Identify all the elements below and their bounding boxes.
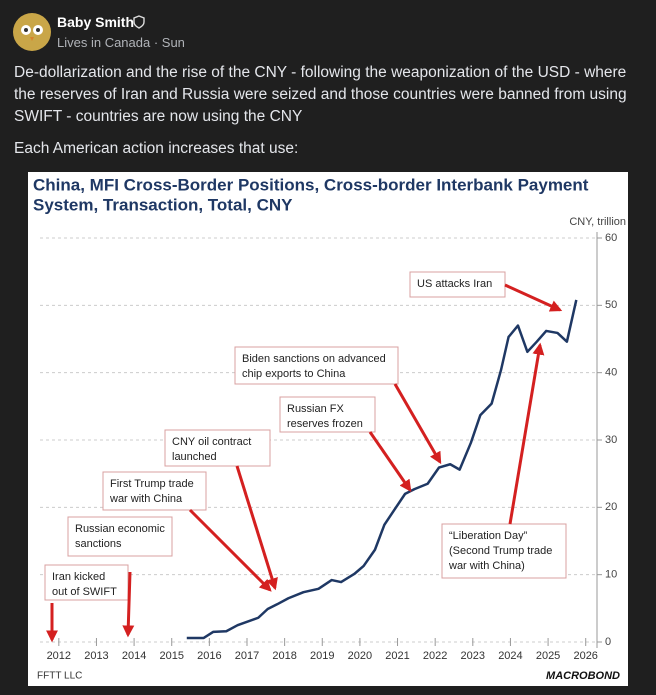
- annotation-arrow: [508, 342, 545, 525]
- annotation-text: war with China: [109, 493, 183, 505]
- x-tick-label: 2023: [461, 650, 485, 662]
- annotation-box: [164, 429, 271, 467]
- annotation-text: CNY oil contract: [172, 436, 251, 448]
- x-tick-label: 2026: [573, 650, 597, 662]
- annotation-text: “Liberation Day”: [449, 530, 528, 542]
- annotation-text: out of SWIFT: [52, 586, 117, 598]
- x-tick-label: 2013: [84, 650, 108, 662]
- annotation-text: Biden sanctions on advanced: [242, 353, 386, 365]
- annotation-text: Russian FX: [287, 403, 345, 415]
- x-tick-label: 2018: [272, 650, 296, 662]
- annotation-box: [67, 516, 173, 557]
- annotation-text: US attacks Iran: [417, 278, 492, 290]
- annotation-arrow: [368, 431, 412, 492]
- avatar[interactable]: [12, 12, 52, 52]
- y-tick-label: 40: [605, 367, 617, 379]
- annotation-arrow: [235, 465, 278, 591]
- x-tick-label: 2014: [122, 650, 146, 662]
- y-tick-label: 20: [605, 501, 617, 513]
- x-tick-label: 2017: [235, 650, 259, 662]
- annotation-box: [234, 346, 399, 385]
- post-meta[interactable]: Lives in Canada · Sun: [57, 35, 185, 50]
- x-tick-label: 2020: [348, 650, 372, 662]
- annotation-text: chip exports to China: [242, 368, 346, 380]
- post-text: Each American action increases that use:: [14, 140, 299, 157]
- annotation-text: sanctions: [75, 538, 122, 550]
- chart-title: China, MFI Cross-Border Positions, Cross…: [33, 175, 589, 194]
- annotation-text: war with China): [448, 560, 525, 572]
- logo: MACROBOND: [546, 670, 620, 682]
- post-image[interactable]: China, MFI Cross-Border Positions, Cross…: [28, 172, 628, 686]
- post-text: De-dollarization and the rise of the CNY…: [14, 64, 627, 125]
- annotation-text: Russian economic: [75, 523, 165, 535]
- x-tick-label: 2012: [47, 650, 71, 662]
- annotation-text: First Trump trade: [110, 478, 194, 490]
- annotation-box: [279, 396, 376, 433]
- annotation-box: [102, 471, 207, 511]
- source: FFTT LLC: [37, 671, 82, 682]
- data-line: [186, 299, 578, 640]
- annotation-arrow: [393, 383, 442, 465]
- chart: China, MFI Cross-Border Positions, Cross…: [33, 175, 626, 682]
- shield-icon: [133, 15, 145, 29]
- annotation-text: launched: [172, 451, 217, 463]
- annotation-arrow: [504, 283, 563, 312]
- author-name[interactable]: Baby Smith: [57, 14, 135, 30]
- y-tick-label: 30: [605, 434, 617, 446]
- annotation-box: [44, 564, 129, 601]
- x-tick-label: 2024: [498, 650, 522, 662]
- y-tick-label: 60: [605, 232, 617, 244]
- chart-title: System, Transaction, Total, CNY: [33, 195, 293, 214]
- annotation-text: reserves frozen: [287, 418, 363, 430]
- x-tick-label: 2015: [159, 650, 183, 662]
- annotation-text: Iran kicked: [52, 571, 105, 583]
- annotation-arrow: [188, 508, 272, 592]
- annotation-arrow: [122, 571, 135, 638]
- annotation-box: [409, 271, 506, 298]
- x-tick-label: 2019: [310, 650, 334, 662]
- x-tick-label: 2016: [197, 650, 221, 662]
- annotation-box: [441, 523, 567, 579]
- annotation-text: (Second Trump trade: [449, 545, 552, 557]
- y-tick-label: 10: [605, 569, 617, 581]
- y-axis-label: CNY, trillion: [569, 216, 626, 228]
- x-tick-label: 2022: [423, 650, 447, 662]
- x-tick-label: 2021: [385, 650, 409, 662]
- y-tick-label: 0: [605, 636, 611, 648]
- x-tick-label: 2025: [536, 650, 560, 662]
- y-tick-label: 50: [605, 299, 617, 311]
